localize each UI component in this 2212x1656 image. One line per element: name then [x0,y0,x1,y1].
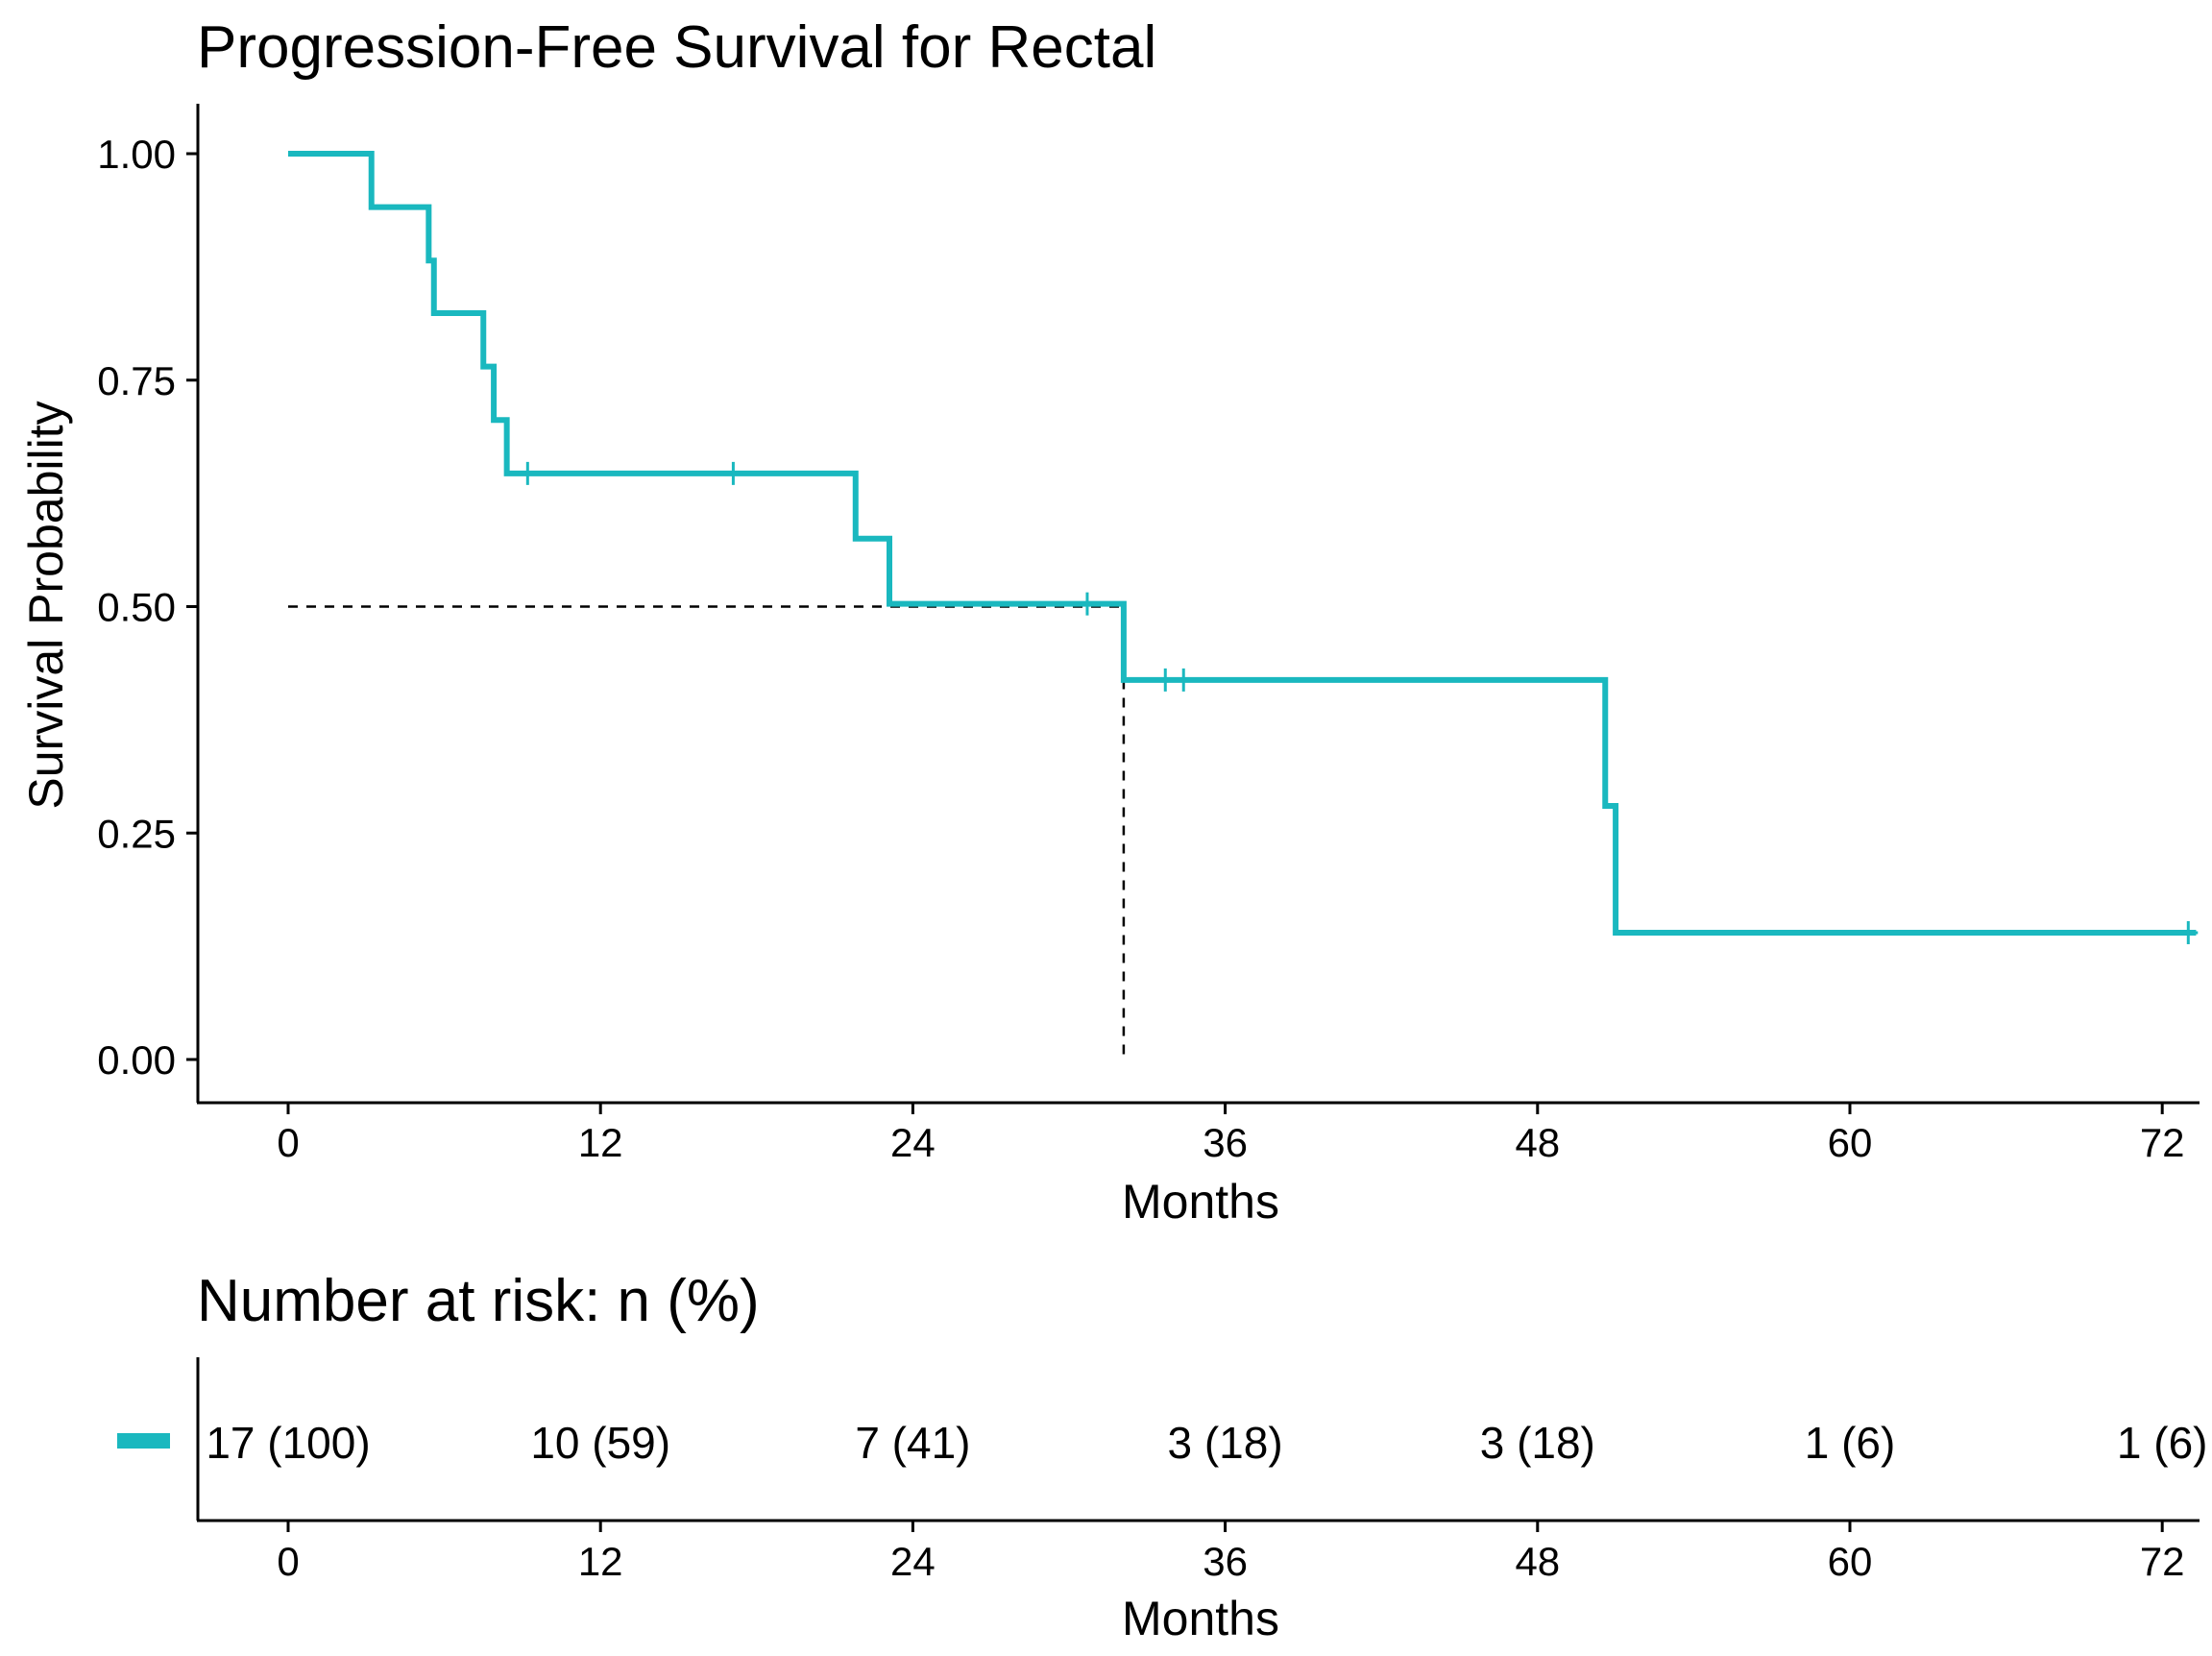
y-axis-label: Survival Probability [19,401,73,809]
risk-x-axis-label: Months [1122,1592,1279,1645]
risk-value: 1 (6) [1805,1418,1896,1468]
censor-mark [1155,668,1176,692]
chart-title: Progression-Free Survival for Rectal [197,14,1156,81]
y-tick-label: 0.00 [97,1037,176,1083]
risk-value: 1 (6) [2117,1418,2208,1468]
y-tick-label: 0.75 [97,358,176,403]
x-tick-label: 24 [890,1120,936,1165]
x-tick-label: 36 [1203,1120,1248,1165]
risk-x-tick-label: 60 [1828,1539,1873,1584]
risk-x-tick-label: 36 [1203,1539,1248,1584]
censor-mark [1174,668,1194,692]
censor-mark [2178,920,2199,944]
y-ticks: 0.00 0.25 0.50 0.75 1.00 [97,132,198,1083]
risk-value: 7 (41) [855,1418,970,1468]
x-tick-label: 48 [1515,1120,1560,1165]
median-lines [288,605,1126,1059]
km-plot: 0.000.250.500.751.00 012243648607284 [97,104,2200,1165]
y-tick-label: 0.50 [97,585,176,630]
risk-value: 3 (18) [1480,1418,1595,1468]
risk-value: 10 (59) [530,1418,670,1468]
risk-table: 17 (100) 10 (59) 7 (41) 3 (18) 3 (18) 1 (6) 1 … [117,1357,2208,1584]
censor-mark [723,461,743,485]
x-tick-label: 0 [277,1120,299,1165]
censor-mark [1077,592,1097,616]
x-axis-label: Months [1122,1175,1279,1229]
risk-table-title: Number at risk: n (%) [197,1268,760,1334]
y-tick-label: 1.00 [97,132,176,177]
risk-x-ticks: 012243648607284 [277,1521,2185,1584]
risk-value: 3 (18) [1168,1418,1283,1468]
y-tick-label: 0.25 [97,811,176,856]
x-tick-label: 12 [578,1120,623,1165]
survival-curve [288,151,2197,936]
censor-marks [518,461,2199,944]
risk-x-tick-label: 12 [578,1539,623,1584]
risk-legend-key [117,1433,170,1449]
risk-x-tick-label: 48 [1515,1539,1560,1584]
risk-value: 17 (100) [206,1418,370,1468]
censor-mark [518,461,538,485]
x-tick-label: 72 [2140,1120,2185,1165]
risk-x-tick-label: 72 [2140,1539,2185,1584]
risk-x-tick-label: 0 [277,1539,299,1584]
x-ticks: 012243648607284 [277,1103,2185,1165]
risk-x-tick-label: 24 [890,1539,936,1584]
risk-values: 17 (100) 10 (59) 7 (41) 3 (18) 3 (18) 1 (6) 1 … [206,1418,2208,1468]
x-tick-label: 60 [1828,1120,1873,1165]
